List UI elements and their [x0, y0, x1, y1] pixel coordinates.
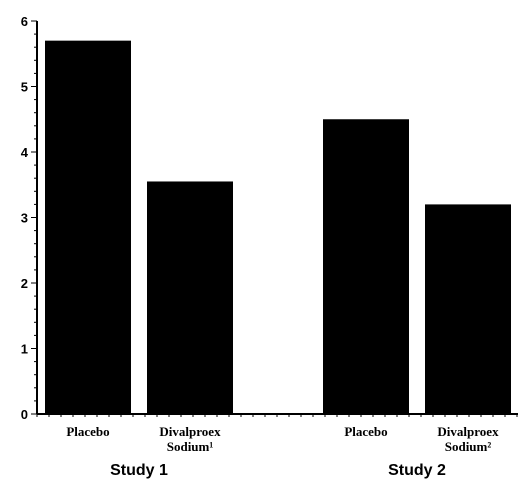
bar-category-label: Divalproex: [437, 424, 499, 439]
bar-category-label: Placebo: [344, 424, 387, 439]
bars: [45, 40, 511, 415]
bar: [45, 40, 131, 415]
bar-category-label: Divalproex: [159, 424, 221, 439]
group-label: Study 2: [388, 462, 446, 479]
bar-category-label: Sodium¹: [167, 439, 214, 454]
group-label: Study 1: [110, 462, 168, 479]
bar: [323, 119, 409, 414]
bar: [425, 204, 511, 414]
y-tick-label: 4: [21, 145, 29, 160]
y-tick-label: 0: [21, 407, 28, 422]
bar-category-label: Placebo: [66, 424, 109, 439]
bar: [147, 181, 233, 414]
y-tick-label: 2: [21, 276, 28, 291]
y-tick-label: 1: [21, 342, 28, 357]
y-tick-label: 3: [21, 211, 28, 226]
y-tick-label: 6: [21, 14, 28, 29]
bar-category-label: Sodium²: [445, 439, 492, 454]
y-tick-label: 5: [21, 80, 28, 95]
